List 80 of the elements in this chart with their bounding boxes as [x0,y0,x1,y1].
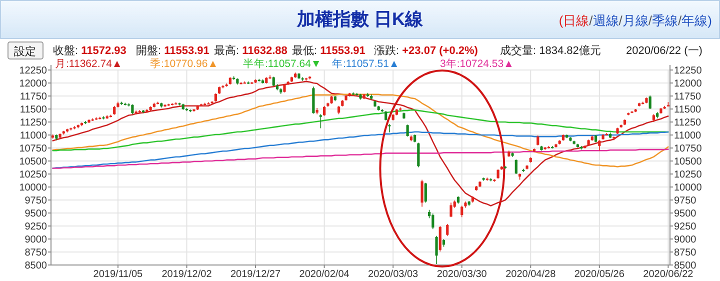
y-tick-label: 8750 [24,248,48,258]
y-tick-label: 9250 [24,222,48,232]
text: 成交量: 1834.82億元 [500,44,601,57]
candlestick [460,205,464,218]
text: 最低: 11553.91 [292,45,366,57]
x-tick-label: 2020/03/30 [436,269,488,280]
line-series [52,80,669,206]
y-tick-label: 11750 [20,92,48,102]
y-tick-label: 9000 [24,234,48,246]
y2-tick-label: 12000 [674,78,702,90]
text: 月:11362.74▲ [55,58,122,70]
candlestick [319,114,322,129]
line-series [52,148,669,169]
candlestick [598,140,601,151]
candlestick [496,168,500,180]
y-tick-label: 11500 [20,104,48,116]
candlestick [131,104,134,115]
y-tick-label: 12250 [19,66,48,76]
candlestick [384,110,388,121]
y2-tick-label: 11250 [674,118,702,128]
text: 收盤: 11572.93 [53,45,126,57]
y-tick-label: 10750 [19,144,48,154]
candlestick [514,159,518,174]
x-tick-label: 2019/11/05 [93,269,144,280]
y2-tick-label: 9250 [674,222,697,232]
text: 最高: 11632.88 [214,44,288,57]
x-tick-label: 2020/05/26 [574,269,625,280]
y2-tick-label: 9500 [674,208,697,220]
chart-title: 加權指數 日K線 [296,9,424,29]
text: 3年:10724.53▲ [440,58,514,70]
y-tick-label: 10250 [19,170,48,180]
candlestick [417,142,420,168]
y2-tick-label: 8750 [674,248,697,258]
text: 開盤: 11553.91 [136,45,210,57]
x-tick-label: 2020/06/22 [643,269,694,280]
y-tick-label: 8500 [24,260,48,272]
y2-tick-label: 11500 [674,104,702,116]
candlestick [435,235,438,264]
y-tick-label: 9500 [24,208,48,220]
y-tick-label: 10000 [19,182,48,194]
y2-tick-label: 9000 [674,234,697,246]
y-tick-label: 12000 [19,78,48,90]
y2-tick-label: 10000 [674,182,702,194]
text: 季:10770.96▲ [150,57,218,70]
x-tick-label: 2020/02/04 [299,269,350,280]
candlestick [323,105,326,116]
candlestick [648,95,652,110]
line-series [52,94,669,168]
candlestick [272,76,275,87]
y-tick-label: 9750 [24,196,48,206]
y2-tick-label: 12250 [674,66,702,76]
candlestick [450,202,452,218]
candlestick [536,135,540,146]
candlestick [268,74,272,80]
y2-tick-label: 10250 [674,170,702,180]
x-tick-label: 2019/12/02 [162,269,212,280]
candlestick [446,224,449,236]
x-tick-label: 2019/12/27 [230,269,281,280]
text: 半年:11057.64▼ [243,57,322,70]
y2-tick-label: 10500 [674,156,702,168]
control-button: 設定 [8,42,44,60]
y2-tick-label: 10750 [674,144,702,154]
candlestick [424,182,427,203]
y2-tick-label: 9750 [674,196,697,206]
x-tick-label: 2020/04/28 [506,269,556,280]
text: 2020/06/22 (一) [626,45,702,57]
y2-tick-label: 11750 [674,92,702,102]
text: 漲跌: +23.07 (+0.2%) [374,45,478,57]
candlestick [420,179,424,208]
y-tick-label: 11000 [20,130,48,142]
text: (日線/週線/月線/季線/年線) [558,13,712,28]
candlestick [438,226,442,252]
y2-tick-label: 11000 [674,130,702,142]
text: 年:11057.51▲ [332,58,400,70]
y-tick-label: 11250 [20,118,48,128]
x-tick-label: 2020/03/03 [368,269,419,280]
candlestick [406,124,409,137]
y-tick-label: 10500 [19,156,48,168]
candlestick [432,213,434,230]
candlestick [388,124,391,133]
